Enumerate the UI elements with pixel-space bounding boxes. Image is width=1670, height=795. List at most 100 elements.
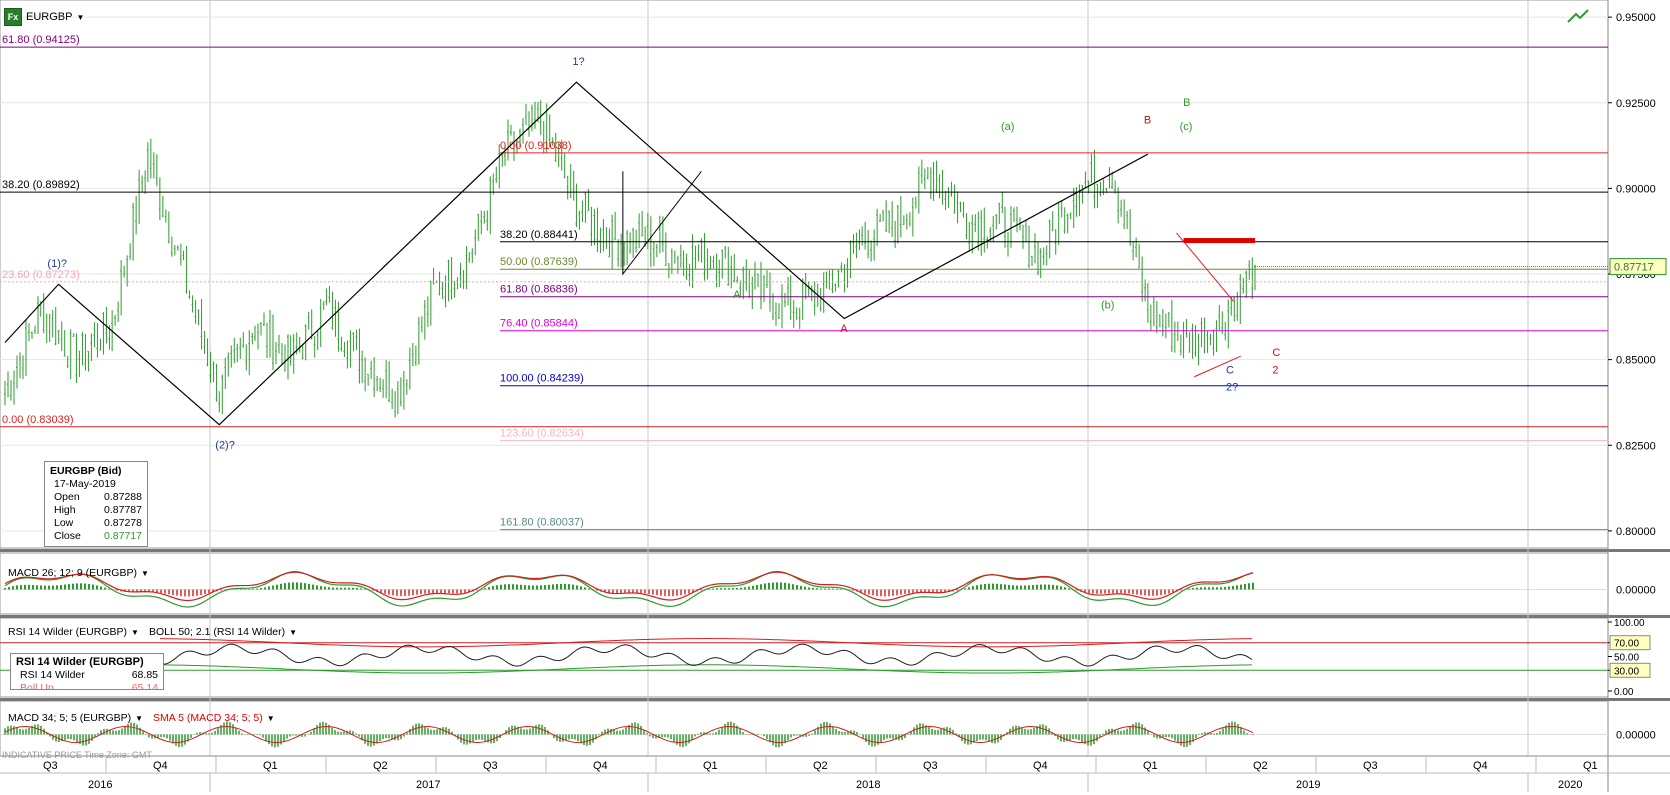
price-tick-label: 0.82500: [1616, 440, 1656, 452]
price-tick-label: 0.92500: [1616, 98, 1656, 110]
wave-label: (b): [1101, 299, 1114, 311]
current-price-tag: [1609, 258, 1667, 276]
wave-label: B: [1144, 114, 1151, 126]
rsi-tick-label: 30.00: [1614, 666, 1639, 677]
chevron-down-icon[interactable]: ▼: [131, 627, 139, 637]
wave-label: B: [1183, 97, 1190, 109]
price-tick-label: 0.85000: [1616, 355, 1656, 367]
chevron-down-icon[interactable]: ▼: [76, 12, 85, 22]
price-bars: [4, 100, 1256, 418]
quarter-label: Q1: [1143, 760, 1158, 772]
macd2-tick-label: 0.00000: [1616, 730, 1656, 742]
info-value: 0.87787: [104, 504, 142, 516]
quarter-label: Q1: [1583, 760, 1598, 772]
wave-label: A: [733, 289, 741, 301]
rsi-box-key: RSI 14 Wilder: [20, 669, 85, 681]
wave-label: 2: [1272, 364, 1278, 376]
info-value: 0.87288: [104, 491, 142, 503]
price-tick-label: 0.90000: [1616, 183, 1656, 195]
quarter-label: Q2: [1253, 760, 1268, 772]
price-tick-label: 0.95000: [1616, 12, 1656, 24]
fib-level-label: 61.80 (0.86836): [500, 284, 578, 296]
rsi-boll-lower: [159, 664, 1253, 674]
quarter-label: Q4: [593, 760, 608, 772]
macd1-label: MACD 26; 12; 9 (EURGBP): [8, 567, 137, 579]
fx-icon: Fx: [4, 8, 22, 26]
fib-level-label: 100.00 (0.84239): [500, 373, 584, 385]
fib-level-label: 0.00 (0.91038): [500, 140, 572, 152]
chevron-down-icon[interactable]: ▼: [266, 713, 275, 723]
resistance-zone: [1183, 238, 1255, 244]
rsi-tick-label: 100.00: [1614, 618, 1645, 629]
fib-level-label: 23.60 (0.87273): [2, 269, 80, 281]
rsi-tick-label: 70.00: [1614, 639, 1639, 650]
info-row-high: High 0.87787: [50, 504, 142, 517]
elliott-wave-lines: [4, 81, 1149, 426]
fib-level-label: 61.80 (0.94125): [2, 34, 80, 46]
fib-level-label: 38.20 (0.88441): [500, 229, 578, 241]
quarter-label: Q3: [43, 760, 58, 772]
symbol-label: EURGBP: [26, 11, 73, 23]
info-title: EURGBP (Bid): [50, 465, 122, 477]
wave-label: (c): [1180, 121, 1193, 133]
wave-label: 1?: [572, 56, 584, 68]
wave-label: C: [1226, 364, 1234, 376]
info-key: High: [54, 504, 76, 516]
quarter-label: Q3: [1363, 760, 1378, 772]
year-label: 2016: [88, 779, 112, 791]
macd1-signal-line: [4, 571, 1254, 602]
macd1-title[interactable]: MACD 26; 12; 9 (EURGBP) ▼: [8, 567, 149, 579]
info-key: Close: [54, 530, 81, 542]
quarter-label: Q4: [1473, 760, 1488, 772]
macd1-tick-label: 0.00000: [1616, 585, 1656, 597]
info-value: 0.87278: [104, 517, 142, 529]
rsi-box-key-2: Boll Up: [20, 682, 54, 690]
wave-label: C: [1272, 347, 1280, 359]
rsi-info-box: RSI 14 Wilder (EURGBP) RSI 14 Wilder 68.8…: [10, 653, 164, 690]
fib-level-label: 123.60 (0.82634): [500, 428, 584, 440]
chevron-down-icon[interactable]: ▼: [135, 713, 144, 723]
quarter-label: Q3: [483, 760, 498, 772]
year-label: 2019: [1296, 779, 1320, 791]
info-row-open: Open 0.87288: [50, 491, 142, 504]
quarter-label: Q2: [373, 760, 388, 772]
info-value: 0.87717: [104, 530, 142, 542]
footer-note: INDICATIVE PRICE Time Zone: GMT: [2, 750, 152, 760]
quarter-label: Q4: [153, 760, 168, 772]
fib-level-label: 161.80 (0.80037): [500, 517, 584, 529]
red-channel-lower: [1194, 355, 1241, 378]
rsi-box-value-2: 65.14: [131, 682, 158, 690]
rsi-box-row-2: Boll Up 65.14: [16, 682, 158, 690]
rsi-title[interactable]: RSI 14 Wilder (EURGBP) ▼ BOLL 50; 2.1 (R…: [8, 626, 297, 638]
quarter-label: Q1: [263, 760, 278, 772]
boll-label: BOLL 50; 2.1 (RSI 14 Wilder): [148, 626, 286, 638]
sma-label: SMA 5 (MACD 34; 5; 5): [153, 712, 263, 724]
fib-level-label: 50.00 (0.87639): [500, 256, 578, 268]
fib-level-label: 38.20 (0.89892): [2, 179, 80, 191]
info-key: Low: [54, 517, 74, 529]
rsi-tick-label: 50.00: [1614, 653, 1639, 664]
price-tick-label: 0.80000: [1616, 526, 1656, 538]
pane-separator-0: [0, 549, 1670, 552]
macd2-label: MACD 34; 5; 5 (EURGBP): [8, 712, 132, 724]
rsi-line: [159, 643, 1253, 667]
triangle-lines: [622, 170, 702, 276]
symbol-selector[interactable]: Fx EURGBP ▼: [4, 8, 84, 26]
year-label: 2017: [416, 779, 440, 791]
wave-label: (a): [1001, 121, 1014, 133]
macd2-title[interactable]: MACD 34; 5; 5 (EURGBP) ▼ SMA 5 (MACD 34;…: [8, 712, 275, 724]
pane-separator-1: [0, 615, 1670, 618]
pane-separator-2: [0, 698, 1670, 701]
chevron-down-icon[interactable]: ▼: [140, 568, 149, 578]
macd2-sma-line: [4, 726, 1254, 744]
info-key: Open: [54, 491, 80, 503]
rsi-box-value: 68.85: [131, 669, 158, 681]
quarter-label: Q2: [813, 760, 828, 772]
quarter-label: Q4: [1033, 760, 1048, 772]
chevron-down-icon[interactable]: ▼: [289, 627, 298, 637]
rsi-level-tag: [1609, 635, 1651, 651]
rsi-label: RSI 14 Wilder (EURGBP): [8, 626, 128, 638]
fib-level-label: 76.40 (0.85844): [500, 318, 578, 330]
